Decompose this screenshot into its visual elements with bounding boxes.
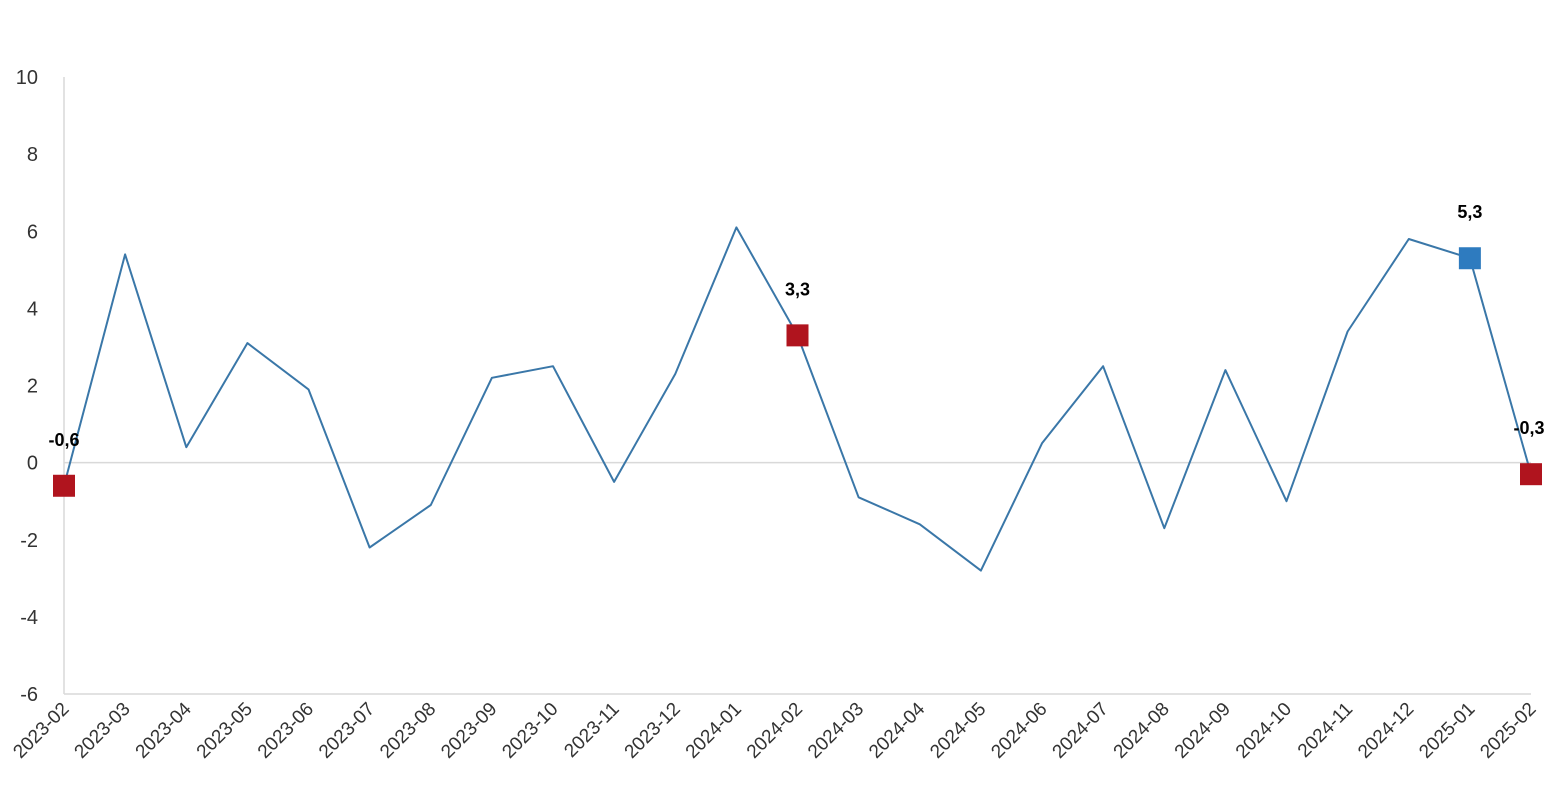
data-label: -0,6 bbox=[48, 430, 79, 450]
x-tick-label: 2023-06 bbox=[254, 699, 318, 763]
x-tick-label: 2024-01 bbox=[682, 699, 746, 763]
y-tick-label: 10 bbox=[16, 67, 38, 89]
x-tick-label: 2024-08 bbox=[1110, 699, 1174, 763]
x-tick-label: 2023-04 bbox=[132, 698, 196, 762]
x-tick-label: 2024-11 bbox=[1294, 699, 1357, 762]
y-tick-label: -2 bbox=[20, 530, 38, 552]
x-tick-label: 2024-03 bbox=[804, 699, 868, 763]
y-tick-label: -6 bbox=[20, 684, 38, 706]
data-point-marker bbox=[53, 474, 75, 497]
x-tick-label: 2024-06 bbox=[987, 699, 1051, 763]
data-label: 5,3 bbox=[1457, 202, 1482, 222]
x-axis-ticks: 2023-022023-032023-042023-052023-062023-… bbox=[9, 698, 1540, 762]
x-tick-label: 2023-12 bbox=[621, 699, 685, 763]
x-tick-label: 2025-01 bbox=[1415, 699, 1479, 763]
y-tick-label: 2 bbox=[27, 376, 38, 398]
data-point-marker bbox=[1520, 463, 1542, 486]
highlighted-markers: -0,6 3,3 5,3 -0,3 bbox=[48, 202, 1545, 497]
x-tick-label: 2023-10 bbox=[498, 699, 562, 763]
y-axis-ticks: -6 -4 -2 0 2 4 6 8 10 bbox=[16, 67, 38, 706]
x-tick-label: 2024-05 bbox=[926, 699, 990, 763]
x-tick-label: 2023-07 bbox=[315, 699, 379, 763]
y-tick-label: 0 bbox=[27, 453, 38, 475]
data-label: 3,3 bbox=[785, 279, 810, 299]
x-tick-label: 2024-09 bbox=[1171, 699, 1235, 763]
y-tick-label: -4 bbox=[20, 607, 38, 629]
x-tick-label: 2023-03 bbox=[71, 699, 135, 763]
data-label: -0,3 bbox=[1513, 418, 1544, 438]
x-tick-label: 2024-07 bbox=[1049, 699, 1113, 763]
x-tick-label: 2023-05 bbox=[193, 699, 257, 763]
axes bbox=[63, 77, 1531, 695]
x-tick-label: 2023-08 bbox=[376, 699, 440, 763]
y-tick-label: 4 bbox=[27, 298, 38, 320]
x-tick-label: 2024-12 bbox=[1354, 699, 1418, 763]
data-point-marker bbox=[1458, 247, 1481, 270]
x-tick-label: 2023-09 bbox=[437, 699, 501, 763]
x-tick-label: 2023-11 bbox=[560, 699, 623, 762]
y-tick-label: 8 bbox=[27, 144, 38, 166]
y-tick-label: 6 bbox=[27, 221, 38, 243]
x-tick-label: 2023-02 bbox=[9, 699, 73, 763]
data-point-marker bbox=[786, 324, 809, 347]
x-tick-label: 2024-10 bbox=[1232, 699, 1296, 763]
x-tick-label: 2025-02 bbox=[1476, 699, 1540, 763]
x-tick-label: 2024-02 bbox=[743, 699, 807, 763]
x-tick-label: 2024-04 bbox=[865, 698, 929, 762]
